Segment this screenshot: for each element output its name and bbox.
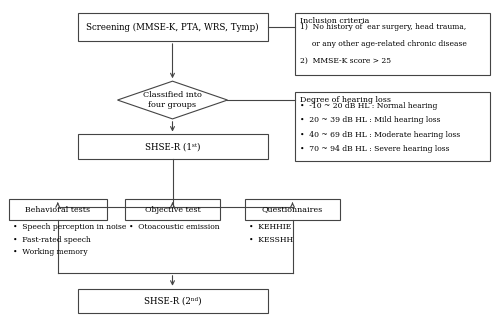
Text: SHSE-R (2ⁿᵈ): SHSE-R (2ⁿᵈ) [144,297,202,305]
Text: Behavioral tests: Behavioral tests [25,206,90,214]
FancyBboxPatch shape [9,199,106,220]
Text: •  Speech perception in noise: • Speech perception in noise [13,223,126,231]
Text: •  70 ~ 94 dB HL : Severe hearing loss: • 70 ~ 94 dB HL : Severe hearing loss [300,145,450,153]
FancyBboxPatch shape [78,289,268,313]
Text: Objective test: Objective test [144,206,201,214]
Text: Degree of hearing loss: Degree of hearing loss [300,96,391,104]
FancyBboxPatch shape [125,199,220,220]
Text: •  Working memory: • Working memory [13,248,88,256]
FancyBboxPatch shape [245,199,340,220]
Text: or any other age-related chronic disease: or any other age-related chronic disease [300,40,467,48]
Text: •  Otoacoustic emission: • Otoacoustic emission [129,223,220,231]
Text: •  20 ~ 39 dB HL : Mild hearing loss: • 20 ~ 39 dB HL : Mild hearing loss [300,116,440,124]
Text: 1)  No history of  ear surgery, head trauma,: 1) No history of ear surgery, head traum… [300,23,466,31]
FancyBboxPatch shape [78,134,268,159]
FancyBboxPatch shape [295,13,490,75]
FancyBboxPatch shape [78,13,268,41]
Text: •  -10 ~ 20 dB HL : Normal hearing: • -10 ~ 20 dB HL : Normal hearing [300,102,438,110]
Text: SHSE-R (1ˢᵗ): SHSE-R (1ˢᵗ) [145,142,200,151]
FancyBboxPatch shape [295,92,490,161]
Text: Classified into
four groups: Classified into four groups [143,92,202,109]
Text: 2)  MMSE-K score > 25: 2) MMSE-K score > 25 [300,57,391,65]
Text: •  40 ~ 69 dB HL : Moderate hearing loss: • 40 ~ 69 dB HL : Moderate hearing loss [300,131,460,138]
Text: •  Fast-rated speech: • Fast-rated speech [13,236,91,243]
Text: •  KESSHH: • KESSHH [249,236,293,243]
Text: Screening (MMSE-K, PTA, WRS, Tymp): Screening (MMSE-K, PTA, WRS, Tymp) [86,23,259,31]
Text: Inclusion criteria: Inclusion criteria [300,17,370,25]
Text: •  KEHHIE: • KEHHIE [249,223,291,231]
Text: Questionnaires: Questionnaires [262,206,323,214]
Polygon shape [118,81,228,119]
